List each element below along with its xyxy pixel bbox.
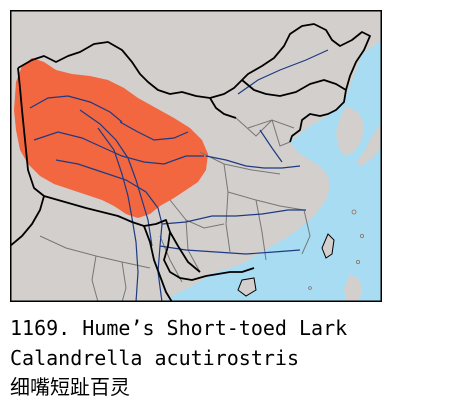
rivers <box>29 49 329 302</box>
species-range-area <box>14 58 208 218</box>
taiwan-island <box>322 234 334 258</box>
species-chinese-name: 细嘴短趾百灵 <box>10 375 130 399</box>
species-number-and-common-name: 1169. Hume’s Short-toed Lark <box>10 316 348 340</box>
species-scientific-name: Calandrella acutirostris <box>10 346 299 370</box>
national-borders <box>10 23 371 302</box>
province-borders <box>39 117 311 302</box>
hainan-island <box>238 278 256 296</box>
map-frame-border <box>10 10 382 302</box>
range-map <box>10 10 382 302</box>
small-islets <box>308 209 364 290</box>
japan-islands <box>356 122 382 166</box>
island-outlines <box>237 233 335 297</box>
luzon-island <box>344 274 362 302</box>
korean-peninsula <box>336 106 364 156</box>
map-canvas <box>10 10 382 302</box>
